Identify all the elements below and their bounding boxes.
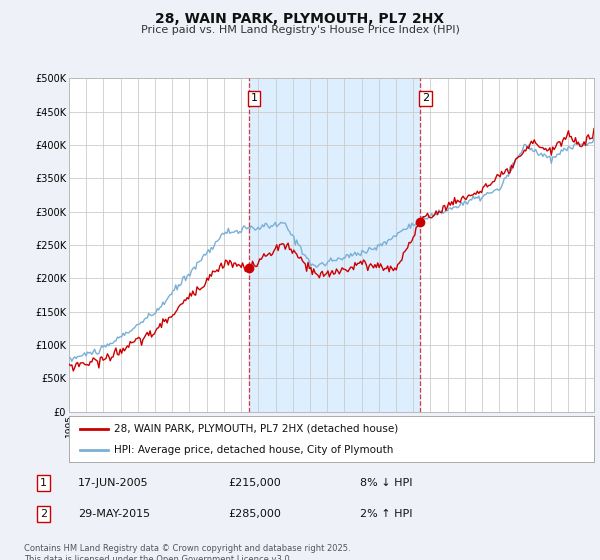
- Text: £285,000: £285,000: [228, 509, 281, 519]
- Text: 28, WAIN PARK, PLYMOUTH, PL7 2HX (detached house): 28, WAIN PARK, PLYMOUTH, PL7 2HX (detach…: [113, 423, 398, 433]
- Text: Price paid vs. HM Land Registry's House Price Index (HPI): Price paid vs. HM Land Registry's House …: [140, 25, 460, 35]
- Text: 1: 1: [40, 478, 47, 488]
- Text: HPI: Average price, detached house, City of Plymouth: HPI: Average price, detached house, City…: [113, 445, 393, 455]
- Text: Contains HM Land Registry data © Crown copyright and database right 2025.
This d: Contains HM Land Registry data © Crown c…: [24, 544, 350, 560]
- Text: £215,000: £215,000: [228, 478, 281, 488]
- Text: 2: 2: [422, 94, 429, 104]
- Text: 29-MAY-2015: 29-MAY-2015: [78, 509, 150, 519]
- Bar: [249, 78, 421, 412]
- Text: 8% ↓ HPI: 8% ↓ HPI: [360, 478, 413, 488]
- Text: 2: 2: [40, 509, 47, 519]
- Text: 2% ↑ HPI: 2% ↑ HPI: [360, 509, 413, 519]
- Text: 28, WAIN PARK, PLYMOUTH, PL7 2HX: 28, WAIN PARK, PLYMOUTH, PL7 2HX: [155, 12, 445, 26]
- Text: 17-JUN-2005: 17-JUN-2005: [78, 478, 149, 488]
- Text: 1: 1: [251, 94, 258, 104]
